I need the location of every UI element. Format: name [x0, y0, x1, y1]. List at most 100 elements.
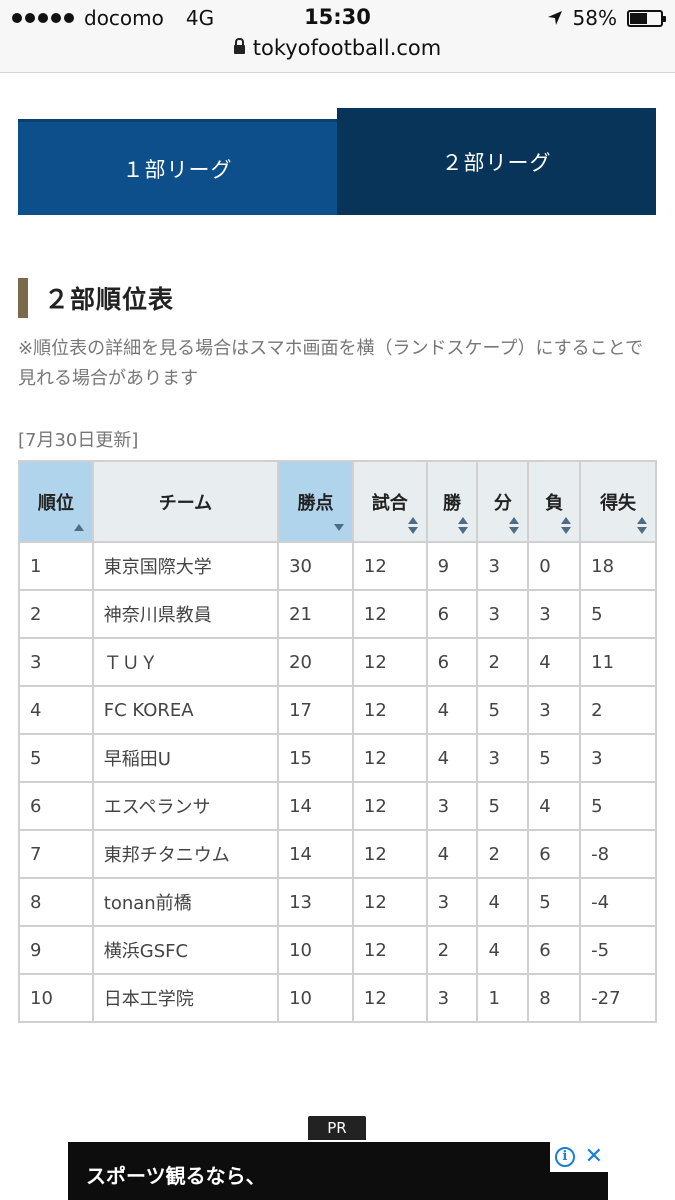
- cell-points: 14: [277, 829, 354, 879]
- cell-goal-diff: 11: [579, 637, 657, 687]
- league-tabs: １部リーグ ２部リーグ: [18, 108, 656, 215]
- column-header-label: 得失: [600, 492, 637, 514]
- table-row: 3 ＴＵＹ 20 12 6 2 4 11: [18, 637, 657, 687]
- cell-draws: 3: [476, 589, 530, 639]
- close-icon[interactable]: ✕: [584, 1144, 604, 1169]
- column-header-label: 順位: [37, 492, 74, 514]
- cell-points: 13: [277, 877, 354, 927]
- cell-points: 10: [277, 973, 354, 1023]
- column-header-points[interactable]: 勝点: [277, 460, 354, 543]
- section-heading: ２部順位表: [18, 278, 174, 318]
- ad-text: スポーツ観るなら、: [86, 1164, 266, 1188]
- cell-rank: 9: [18, 925, 94, 975]
- cell-losses: 3: [527, 589, 582, 639]
- cell-played: 12: [351, 589, 428, 639]
- status-left: docomo 4G: [12, 6, 214, 30]
- cell-wins: 9: [425, 541, 479, 591]
- cell-points: 15: [277, 733, 354, 783]
- cell-team: FC KOREA: [91, 685, 280, 735]
- column-header-label: 試合: [371, 492, 408, 514]
- column-header-wins[interactable]: 勝: [425, 460, 479, 543]
- cell-draws: 5: [476, 781, 530, 831]
- sort-both-icon: [407, 517, 418, 535]
- cell-team: 横浜GSFC: [91, 925, 280, 975]
- cell-wins: 3: [425, 877, 479, 927]
- clock: 15:30: [304, 5, 371, 29]
- cell-points: 14: [277, 781, 354, 831]
- column-header-played[interactable]: 試合: [351, 460, 428, 543]
- info-icon[interactable]: i: [554, 1147, 575, 1167]
- updated-date: [7月30日更新]: [18, 430, 139, 451]
- table-row: 2 神奈川県教員 21 12 6 3 3 5: [18, 589, 657, 639]
- sort-descending-icon: [333, 524, 344, 531]
- column-header-label: 負: [545, 492, 564, 514]
- cell-losses: 5: [527, 877, 582, 927]
- cell-draws: 2: [476, 637, 530, 687]
- cell-draws: 2: [476, 829, 530, 879]
- table-row: 10 日本工学院 10 12 3 1 8 -27: [18, 973, 657, 1023]
- cell-losses: 4: [527, 637, 582, 687]
- battery-level: [630, 12, 647, 24]
- battery-percent: 58%: [572, 6, 617, 30]
- column-header-rank[interactable]: 順位: [18, 460, 94, 543]
- cell-losses: 8: [527, 973, 582, 1023]
- cell-goal-diff: -27: [579, 973, 657, 1023]
- column-header-goal-diff[interactable]: 得失: [579, 460, 657, 543]
- column-header-losses[interactable]: 負: [527, 460, 582, 543]
- cell-points: 20: [277, 637, 354, 687]
- cell-team: エスペランサ: [91, 781, 280, 831]
- cell-team: 神奈川県教員: [91, 589, 280, 639]
- cell-wins: 3: [425, 781, 479, 831]
- table-row: 7 東邦チタニウム 14 12 4 2 6 -8: [18, 829, 657, 879]
- cell-draws: 1: [476, 973, 530, 1023]
- tab-division-2[interactable]: ２部リーグ: [337, 108, 656, 215]
- cell-goal-diff: 5: [579, 781, 657, 831]
- address-bar[interactable]: tokyofootball.com: [0, 36, 675, 60]
- cell-goal-diff: 18: [579, 541, 657, 591]
- tab-division-1[interactable]: １部リーグ: [18, 119, 337, 215]
- cell-wins: 6: [425, 589, 479, 639]
- cell-team: 早稲田U: [91, 733, 280, 783]
- cell-played: 12: [351, 733, 428, 783]
- signal-strength-icon: [12, 13, 74, 23]
- pr-badge: PR: [308, 1116, 366, 1140]
- cell-rank: 3: [18, 637, 94, 687]
- column-header-label: 分: [493, 492, 512, 514]
- cell-rank: 8: [18, 877, 94, 927]
- cell-team: 日本工学院: [91, 973, 280, 1023]
- sort-both-icon: [637, 517, 647, 535]
- table-row: 8 tonan前橋 13 12 3 4 5 -4: [18, 877, 657, 927]
- cell-rank: 6: [18, 781, 94, 831]
- cell-wins: 6: [425, 637, 479, 687]
- advertisement-banner[interactable]: スポーツ観るなら、 i ✕: [68, 1142, 608, 1200]
- column-header-label: チーム: [158, 492, 213, 514]
- cell-wins: 3: [425, 973, 479, 1023]
- cell-played: 12: [351, 781, 428, 831]
- column-header-label: 勝点: [297, 492, 334, 514]
- ad-controls: i ✕: [550, 1142, 608, 1172]
- column-header-draws[interactable]: 分: [476, 460, 530, 543]
- status-bar: docomo 4G 15:30 58% tokyofootball.com: [0, 0, 675, 73]
- cell-goal-diff: -4: [579, 877, 657, 927]
- column-header-label: 勝: [443, 492, 462, 514]
- cell-rank: 10: [18, 973, 94, 1023]
- cell-rank: 4: [18, 685, 94, 735]
- standings-table: 順位 チーム 勝点 試合 勝 分 負: [18, 460, 657, 1023]
- battery-icon: [627, 9, 666, 27]
- cell-played: 12: [351, 877, 428, 927]
- cell-losses: 0: [527, 541, 582, 591]
- cell-draws: 5: [476, 685, 530, 735]
- cell-points: 30: [277, 541, 354, 591]
- cell-team: 東京国際大学: [91, 541, 280, 591]
- cell-played: 12: [351, 925, 428, 975]
- lock-icon: [233, 38, 245, 54]
- cell-points: 10: [277, 925, 354, 975]
- cell-goal-diff: -5: [579, 925, 657, 975]
- cell-team: 東邦チタニウム: [91, 829, 280, 879]
- url-text: tokyofootball.com: [252, 36, 442, 60]
- landscape-note: ※順位表の詳細を見る場合はスマホ画面を横（ランドスケープ）にすることで見れる場合…: [18, 338, 644, 389]
- heading-accent-bar: [18, 278, 28, 318]
- cell-wins: 4: [425, 829, 479, 879]
- cell-points: 17: [277, 685, 354, 735]
- sort-both-icon: [509, 517, 520, 535]
